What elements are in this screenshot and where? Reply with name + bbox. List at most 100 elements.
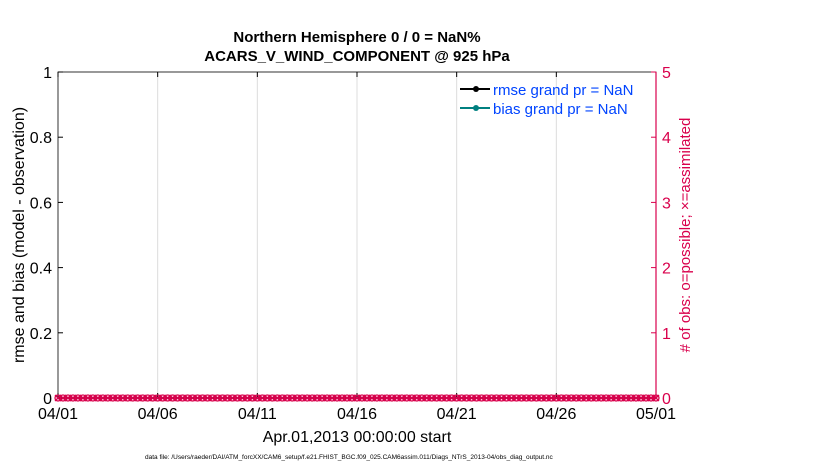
obs-possible-marker xyxy=(253,394,261,402)
obs-possible-marker xyxy=(69,394,77,402)
obs-possible-marker xyxy=(114,394,122,402)
obs-possible-marker xyxy=(183,394,192,402)
y-right-tick-label: 3 xyxy=(662,195,671,212)
obs-possible-marker xyxy=(318,394,326,402)
obs-possible-marker xyxy=(537,394,546,402)
obs-possible-marker xyxy=(507,394,516,402)
obs-possible-marker xyxy=(457,394,466,402)
y-tick-label: 0.4 xyxy=(30,261,52,278)
obs-possible-marker xyxy=(64,394,72,402)
y-right-tick-label: 0 xyxy=(662,391,671,408)
obs-possible-marker xyxy=(278,394,286,402)
obs-possible-marker xyxy=(268,394,276,402)
obs-possible-marker xyxy=(587,394,595,402)
obs-possible-marker xyxy=(453,394,461,402)
obs-possible-marker xyxy=(358,394,366,402)
y-right-tick-label: 1 xyxy=(662,326,671,343)
obs-possible-marker xyxy=(477,394,486,402)
obs-possible-marker xyxy=(144,394,152,402)
obs-possible-marker xyxy=(238,394,247,402)
obs-possible-marker xyxy=(89,394,97,402)
obs-possible-marker xyxy=(632,394,640,402)
obs-possible-marker xyxy=(403,394,411,402)
obs-possible-marker xyxy=(557,394,565,402)
obs-possible-marker xyxy=(467,394,476,402)
obs-possible-marker xyxy=(154,394,162,402)
obs-possible-marker xyxy=(59,394,67,402)
obs-possible-marker xyxy=(607,394,615,402)
x-tick-label: 04/26 xyxy=(536,406,576,423)
obs-assimilated-marker xyxy=(652,394,660,402)
obs-possible-marker xyxy=(163,394,172,402)
obs-possible-marker xyxy=(443,394,451,402)
obs-possible-marker xyxy=(448,394,456,402)
obs-possible-marker xyxy=(323,394,331,402)
x-tick-label: 04/11 xyxy=(238,406,277,423)
obs-possible-marker xyxy=(243,394,252,402)
obs-possible-marker xyxy=(502,394,511,402)
obs-possible-marker xyxy=(572,394,580,402)
obs-possible-marker xyxy=(119,394,127,402)
x-tick-label: 04/06 xyxy=(138,406,178,423)
obs-possible-marker xyxy=(622,394,630,402)
obs-possible-marker xyxy=(288,394,296,402)
obs-possible-marker xyxy=(612,394,620,402)
obs-possible-marker xyxy=(298,394,306,402)
obs-possible-marker xyxy=(532,394,541,402)
obs-possible-marker xyxy=(129,394,137,402)
obs-possible-marker xyxy=(487,394,496,402)
legend-marker-bias xyxy=(473,105,479,111)
obs-possible-marker xyxy=(74,394,82,402)
obs-possible-marker xyxy=(198,394,207,402)
footer-data-file: data file: /Users/raeder/DAI/ATM_forcXX/… xyxy=(145,454,554,461)
obs-possible-marker xyxy=(223,394,232,402)
obs-possible-marker xyxy=(173,394,182,402)
x-tick-label: 04/21 xyxy=(437,406,477,423)
obs-possible-marker xyxy=(462,394,471,402)
y-tick-label: 0.8 xyxy=(30,130,52,147)
obs-possible-marker xyxy=(517,394,526,402)
obs-possible-marker xyxy=(338,394,346,402)
obs-possible-marker xyxy=(438,394,446,402)
obs-possible-marker xyxy=(637,394,645,402)
obs-possible-marker xyxy=(124,394,132,402)
x-tick-label: 04/01 xyxy=(38,406,78,423)
obs-possible-marker xyxy=(373,394,381,402)
obs-possible-marker xyxy=(642,394,650,402)
obs-possible-marker xyxy=(99,394,107,402)
obs-possible-marker xyxy=(647,394,655,402)
obs-possible-marker xyxy=(353,394,361,402)
obs-possible-marker xyxy=(293,394,301,402)
obs-possible-marker xyxy=(333,394,341,402)
obs-possible-marker xyxy=(418,394,426,402)
obs-possible-marker xyxy=(512,394,521,402)
obs-possible-marker xyxy=(482,394,491,402)
obs-possible-marker xyxy=(398,394,406,402)
obs-possible-marker xyxy=(597,394,605,402)
obs-possible-marker xyxy=(104,394,112,402)
obs-possible-marker xyxy=(428,394,436,402)
obs-possible-marker xyxy=(188,394,197,402)
obs-possible-marker xyxy=(193,394,202,402)
x-tick-label: 05/01 xyxy=(636,406,676,423)
obs-possible-marker xyxy=(258,394,266,402)
chart-title-line2: ACARS_V_WIND_COMPONENT @ 925 hPa xyxy=(204,48,510,65)
obs-possible-marker xyxy=(168,394,177,402)
obs-possible-marker xyxy=(84,394,92,402)
x-axis-label: Apr.01,2013 00:00:00 start xyxy=(263,429,452,446)
obs-possible-marker xyxy=(348,394,356,402)
obs-possible-marker xyxy=(283,394,291,402)
obs-possible-marker xyxy=(54,394,62,402)
obs-possible-marker xyxy=(547,394,555,402)
x-tick-label: 04/16 xyxy=(337,406,377,423)
obs-possible-marker xyxy=(139,394,147,402)
obs-possible-marker xyxy=(627,394,635,402)
y-tick-label: 0.2 xyxy=(30,326,52,343)
y-tick-label: 0 xyxy=(43,391,52,408)
obs-possible-marker xyxy=(134,394,142,402)
obs-possible-marker xyxy=(652,394,660,402)
obs-possible-marker xyxy=(472,394,481,402)
obs-possible-marker xyxy=(602,394,610,402)
obs-possible-marker xyxy=(562,394,570,402)
